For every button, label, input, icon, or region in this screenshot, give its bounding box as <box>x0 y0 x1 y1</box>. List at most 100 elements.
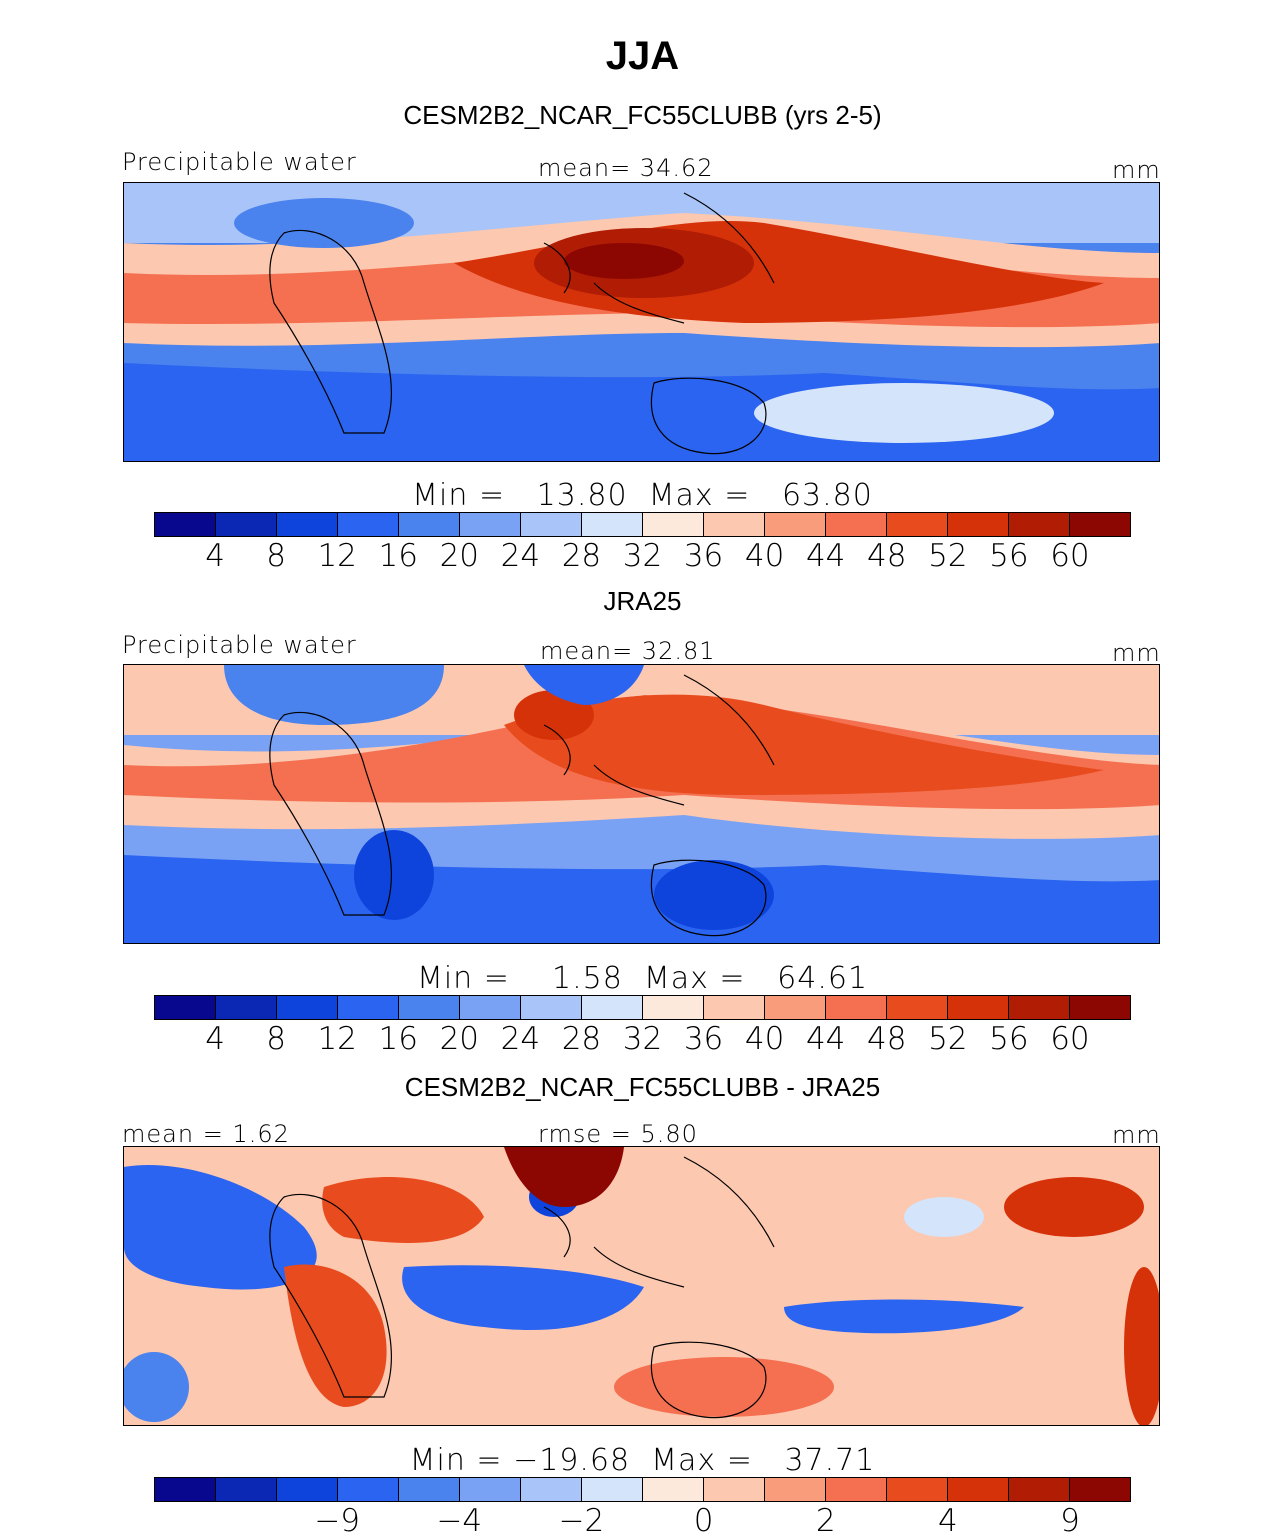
coastline-australia <box>650 859 767 937</box>
colorbar-box <box>399 1478 460 1501</box>
colorbar-box <box>399 996 460 1019</box>
colorbar-box <box>1070 513 1130 536</box>
colorbar-tick-label: 48 <box>867 1021 907 1057</box>
figure-title: JJA <box>605 34 680 78</box>
colorbar-box <box>826 996 887 1019</box>
colorbar-box <box>643 513 704 536</box>
colorbar-tick-label: 60 <box>1050 538 1090 574</box>
panel-2-mean: mean= 32.81 <box>540 637 716 665</box>
colorbar-box <box>338 996 399 1019</box>
colorbar-tick-label: 44 <box>805 538 846 574</box>
colorbar-tick-label: 20 <box>439 538 480 574</box>
colorbar-tick-label: −9 <box>314 1503 361 1539</box>
colorbar-tick-label: 28 <box>561 1021 602 1057</box>
colorbar-box <box>155 996 216 1019</box>
colorbar-tick-label: 12 <box>317 1021 357 1057</box>
coastline-africa <box>269 711 392 916</box>
colorbar-box <box>582 513 643 536</box>
colorbar-tick-label: 20 <box>439 1021 480 1057</box>
panel-2-units: mm <box>1112 639 1161 667</box>
colorbar-tick-label: 36 <box>683 538 724 574</box>
colorbar-tick-label: 4 <box>937 1503 958 1539</box>
panel-3-minmax: Min = −19.68 Max = 37.71 <box>409 1443 876 1478</box>
colorbar-box <box>887 1478 948 1501</box>
colorbar-tick-label: 40 <box>744 1021 785 1057</box>
colorbar-box <box>521 513 582 536</box>
colorbar-box <box>765 996 826 1019</box>
colorbar-box <box>1070 1478 1130 1501</box>
colorbar-tick-label: 4 <box>205 1021 225 1057</box>
colorbar-box <box>582 996 643 1019</box>
panel-3-map <box>123 1146 1160 1426</box>
colorbar-box <box>338 1478 399 1501</box>
colorbar-box <box>460 996 521 1019</box>
colorbar-box <box>948 1478 1009 1501</box>
colorbar-tick-label: 0 <box>693 1503 714 1539</box>
colorbar-box <box>887 513 948 536</box>
panel-1-mean: mean= 34.62 <box>538 154 714 182</box>
panel-3-title: CESM2B2_NCAR_FC55CLUBB - JRA25 <box>404 1072 881 1102</box>
colorbar-box <box>216 513 277 536</box>
colorbar-tick-label: 32 <box>622 1021 663 1057</box>
colorbar-box <box>460 1478 521 1501</box>
colorbar-tick-label: 32 <box>622 538 663 574</box>
coastline-australia <box>650 1341 767 1419</box>
panel-2-field <box>124 665 1159 943</box>
colorbar-tick-label: 12 <box>317 538 357 574</box>
colorbar-box <box>277 996 338 1019</box>
coastline-asia <box>543 192 775 324</box>
colorbar-box <box>643 996 704 1019</box>
colorbar-tick-label: 8 <box>266 1021 286 1057</box>
panel-1-minmax: Min = 13.80 Max = 63.80 <box>412 478 873 513</box>
panel-3-colorbar-ticks: −9 −4 −2 0 2 4 9 <box>0 1503 1285 1539</box>
colorbar-box <box>216 996 277 1019</box>
colorbar-tick-label: 56 <box>989 538 1029 574</box>
colorbar-tick-label: 28 <box>561 538 602 574</box>
panel-1-units: mm <box>1112 156 1161 184</box>
coastline-asia <box>543 1156 775 1288</box>
colorbar-box <box>704 513 765 536</box>
colorbar-box <box>704 1478 765 1501</box>
colorbar-box <box>521 996 582 1019</box>
colorbar-tick-label: 36 <box>683 1021 724 1057</box>
panel-2-map <box>123 664 1160 944</box>
panel-3-units: mm <box>1112 1121 1161 1149</box>
colorbar-box <box>765 513 826 536</box>
colorbar-box <box>887 996 948 1019</box>
colorbar-box <box>155 513 216 536</box>
colorbar-box <box>521 1478 582 1501</box>
colorbar-box <box>826 1478 887 1501</box>
colorbar-box <box>765 1478 826 1501</box>
colorbar-box <box>460 513 521 536</box>
coastline-africa <box>269 229 392 434</box>
panel-1-left-label: Precipitable water <box>122 148 357 176</box>
panel-1-colorbar <box>154 512 1131 537</box>
panel-2-colorbar <box>154 995 1131 1020</box>
colorbar-box <box>582 1478 643 1501</box>
colorbar-tick-label: 8 <box>266 538 286 574</box>
colorbar-box <box>1009 513 1070 536</box>
panel-3-rmse: rmse = 5.80 <box>538 1120 698 1148</box>
colorbar-box <box>643 1478 704 1501</box>
panel-2-title: JRA25 <box>603 586 682 616</box>
colorbar-tick-label: 40 <box>744 538 785 574</box>
colorbar-tick-label: −4 <box>436 1503 483 1539</box>
colorbar-tick-label: 4 <box>205 538 225 574</box>
panel-1-map <box>123 182 1160 462</box>
colorbar-box <box>277 513 338 536</box>
panel-3-field <box>124 1147 1159 1425</box>
coastline-australia <box>650 377 767 455</box>
coastline-asia <box>543 674 775 806</box>
colorbar-tick-label: 2 <box>815 1503 836 1539</box>
panel-1-title: CESM2B2_NCAR_FC55CLUBB (yrs 2-5) <box>403 100 882 130</box>
colorbar-box <box>155 1478 216 1501</box>
panel-1-colorbar-ticks: 4 8 12 16 20 24 28 32 36 40 44 48 52 56 60 <box>0 538 1285 574</box>
colorbar-tick-label: 52 <box>928 1021 968 1057</box>
colorbar-tick-label: 24 <box>500 1021 541 1057</box>
colorbar-box <box>399 513 460 536</box>
panel-2-minmax: Min = 1.58 Max = 64.61 <box>416 961 869 996</box>
colorbar-tick-label: 16 <box>378 538 418 574</box>
colorbar-box <box>338 513 399 536</box>
panel-2-left-label: Precipitable water <box>122 631 357 659</box>
colorbar-box <box>948 996 1009 1019</box>
